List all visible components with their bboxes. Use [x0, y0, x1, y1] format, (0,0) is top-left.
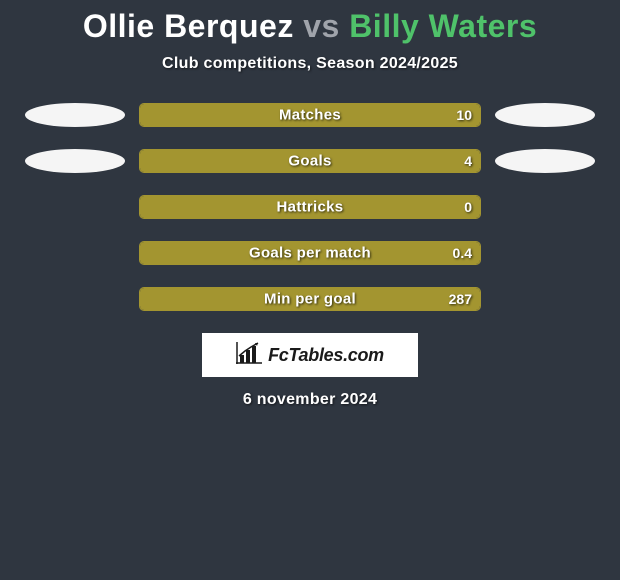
- stat-bar: Goals per match 0.4: [139, 241, 481, 265]
- right-decor-ellipse: [495, 287, 595, 311]
- page-title: Ollie Berquez vs Billy Waters: [0, 8, 620, 45]
- title-vs: vs: [303, 8, 340, 44]
- right-decor-ellipse: [495, 103, 595, 127]
- stat-value: 0.4: [453, 245, 472, 261]
- stat-value: 287: [449, 291, 472, 307]
- right-decor-ellipse: [495, 241, 595, 265]
- stat-row: Min per goal 287: [0, 287, 620, 311]
- right-decor-ellipse: [495, 149, 595, 173]
- left-decor-ellipse: [25, 287, 125, 311]
- left-decor-ellipse: [25, 241, 125, 265]
- title-player2: Billy Waters: [349, 8, 537, 44]
- stat-rows: Matches 10 Goals 4 Hattricks 0 Goals per match…: [0, 103, 620, 311]
- stat-label: Min per goal: [264, 291, 356, 308]
- stat-row: Goals per match 0.4: [0, 241, 620, 265]
- subtitle: Club competitions, Season 2024/2025: [0, 55, 620, 73]
- left-decor-ellipse: [25, 103, 125, 127]
- comparison-widget: Ollie Berquez vs Billy Waters Club compe…: [0, 0, 620, 409]
- bar-chart-icon: [236, 342, 262, 369]
- stat-bar: Min per goal 287: [139, 287, 481, 311]
- stat-value: 4: [464, 153, 472, 169]
- stat-bar: Goals 4: [139, 149, 481, 173]
- stat-row: Hattricks 0: [0, 195, 620, 219]
- logo-text: FcTables.com: [268, 345, 384, 366]
- stat-label: Goals: [288, 153, 331, 170]
- stat-label: Hattricks: [277, 199, 344, 216]
- left-decor-ellipse: [25, 195, 125, 219]
- logo-box[interactable]: FcTables.com: [202, 333, 418, 377]
- stat-bar: Hattricks 0: [139, 195, 481, 219]
- left-decor-ellipse: [25, 149, 125, 173]
- stat-label: Goals per match: [249, 245, 371, 262]
- title-player1: Ollie Berquez: [83, 8, 294, 44]
- stat-row: Goals 4: [0, 149, 620, 173]
- stat-value: 0: [464, 199, 472, 215]
- stat-row: Matches 10: [0, 103, 620, 127]
- date-text: 6 november 2024: [0, 391, 620, 409]
- stat-bar: Matches 10: [139, 103, 481, 127]
- right-decor-ellipse: [495, 195, 595, 219]
- stat-value: 10: [456, 107, 472, 123]
- stat-label: Matches: [279, 107, 341, 124]
